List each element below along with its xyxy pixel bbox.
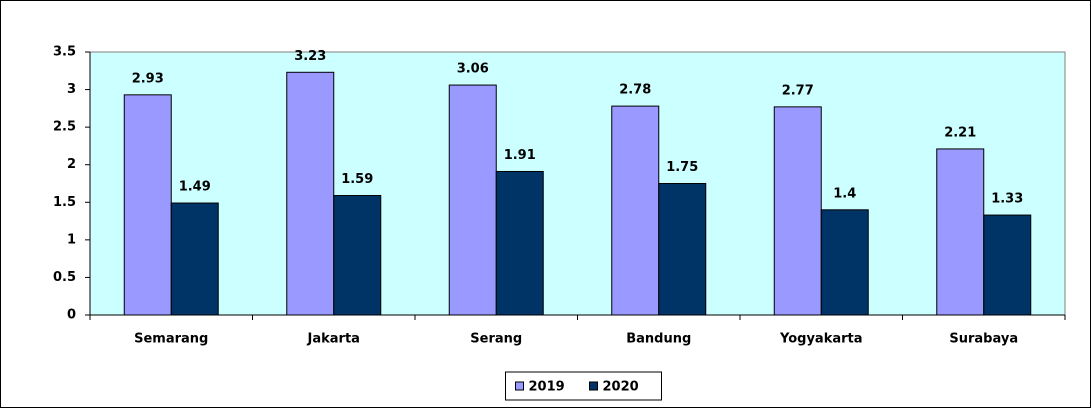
bar (773, 106, 822, 316)
x-tick-label: Semarang (134, 332, 208, 347)
data-label: 1.49 (179, 180, 211, 195)
y-tick-label: 3 (67, 82, 76, 97)
bar (448, 84, 497, 316)
data-label: 1.4 (833, 186, 856, 201)
data-label: 2.78 (619, 83, 651, 98)
y-tick-label: 2.5 (53, 120, 76, 135)
bar (495, 170, 544, 316)
y-tick-label: 2 (67, 157, 76, 172)
plot-area (89, 51, 1066, 316)
legend-swatch (515, 381, 524, 391)
bar (611, 105, 660, 316)
legend-swatch (589, 381, 598, 391)
y-tick-label: 1 (67, 232, 76, 247)
bar (170, 202, 219, 316)
x-tick-label: Surabaya (949, 332, 1018, 347)
data-label: 2.21 (944, 125, 976, 140)
bar (936, 148, 985, 316)
x-tick-label: Bandung (626, 332, 691, 347)
data-label: 2.93 (132, 71, 164, 86)
x-tick-label: Serang (470, 332, 522, 347)
data-label: 1.91 (504, 148, 536, 163)
data-label: 1.33 (991, 192, 1023, 207)
legend-label: 2019 (529, 380, 565, 395)
x-tick-label: Jakarta (307, 332, 360, 347)
x-tick-label: Yogyakarta (779, 332, 863, 347)
data-label: 1.59 (341, 172, 373, 187)
data-label: 3.23 (294, 49, 326, 64)
bar (333, 195, 382, 316)
y-tick-label: 1.5 (53, 195, 76, 210)
bar (820, 209, 869, 316)
data-label: 3.06 (457, 62, 489, 77)
bar (286, 71, 335, 316)
bar (983, 214, 1032, 316)
legend-box (505, 371, 662, 401)
y-tick-label: 3.5 (53, 45, 76, 60)
bar (658, 183, 707, 316)
y-tick-label: 0 (67, 308, 76, 323)
data-label: 1.75 (666, 160, 698, 175)
bar (123, 94, 172, 316)
legend-label: 2020 (603, 380, 639, 395)
data-label: 2.77 (782, 83, 814, 98)
y-tick-label: 0.5 (53, 270, 76, 285)
